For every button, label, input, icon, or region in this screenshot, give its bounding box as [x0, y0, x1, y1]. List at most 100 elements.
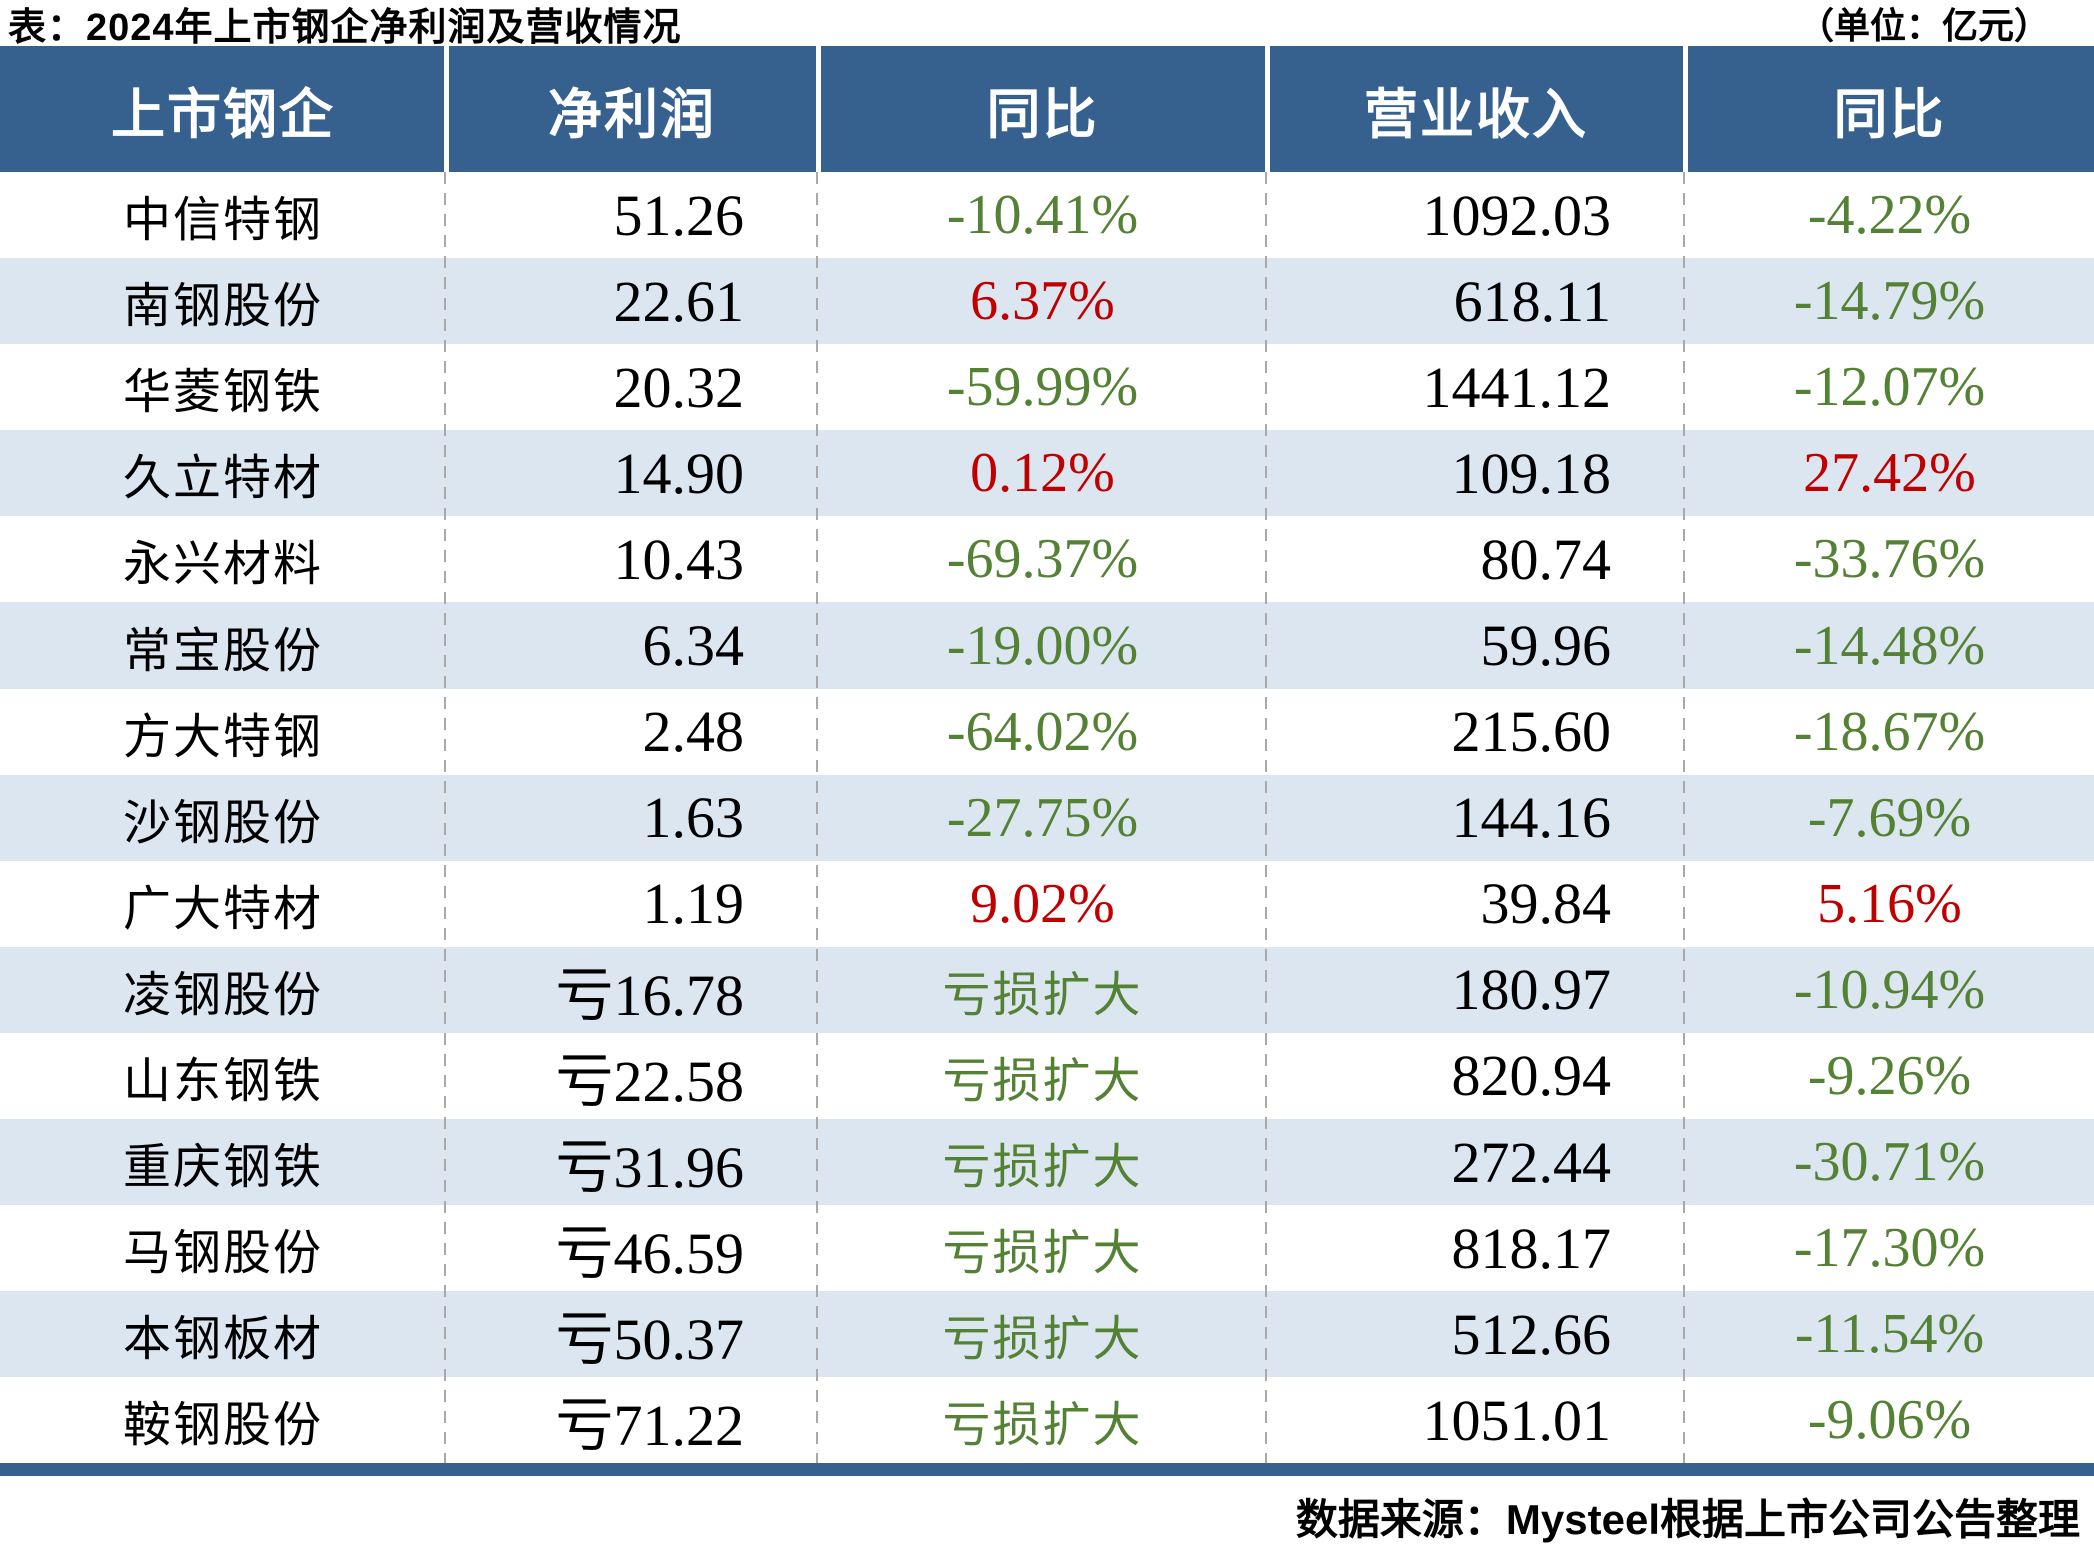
net-profit-cell: 6.34: [642, 613, 745, 679]
header-column-separator: [444, 46, 449, 172]
unit-note: （单位：亿元）: [1797, 5, 2050, 46]
revenue-yoy-cell: 5.16%: [1817, 872, 1962, 935]
company-name-cell: 本钢板材: [122, 1313, 323, 1367]
revenue-yoy-cell: -9.26%: [1807, 1044, 1972, 1107]
profit-yoy-cell: -64.02%: [946, 700, 1139, 763]
company-name-cell: 广大特材: [122, 882, 323, 936]
column-separator: [1683, 172, 1685, 1464]
net-profit-cell: 2.48: [642, 699, 745, 765]
table-row: 凌钢股份 亏16.78 亏损扩大 180.97 -10.94%: [0, 946, 2094, 1033]
profit-yoy-cell: -69.37%: [946, 528, 1139, 591]
revenue-cell: 59.96: [1480, 613, 1612, 679]
profit-yoy-cell: 亏损扩大: [942, 1054, 1143, 1108]
revenue-cell: 39.84: [1480, 871, 1612, 937]
table-row: 久立特材 14.90 0.12% 109.18 27.42%: [0, 430, 2094, 517]
revenue-cell: 820.94: [1451, 1043, 1612, 1109]
revenue-yoy-cell: -7.69%: [1807, 786, 1972, 849]
revenue-yoy-cell: -30.71%: [1793, 1131, 1986, 1194]
profit-yoy-cell: 亏损扩大: [942, 1141, 1143, 1195]
revenue-yoy-cell: -10.94%: [1793, 958, 1986, 1021]
table-row: 永兴材料 10.43 -69.37% 80.74 -33.76%: [0, 516, 2094, 602]
profit-yoy-cell: 亏损扩大: [942, 1399, 1143, 1453]
net-profit-cell: 亏46.59: [555, 1221, 744, 1287]
net-profit-cell: 亏31.96: [555, 1135, 744, 1201]
revenue-yoy-cell: -14.79%: [1793, 270, 1986, 333]
revenue-cell: 272.44: [1451, 1129, 1612, 1195]
net-profit-cell: 亏71.22: [555, 1393, 744, 1459]
column-header: 同比: [986, 84, 1099, 145]
company-name-cell: 方大特钢: [122, 710, 323, 764]
revenue-cell: 1441.12: [1422, 354, 1612, 420]
revenue-cell: 109.18: [1451, 440, 1612, 506]
net-profit-cell: 22.61: [613, 268, 745, 334]
company-name-cell: 鞍钢股份: [122, 1399, 323, 1453]
company-name-cell: 凌钢股份: [122, 968, 323, 1022]
revenue-yoy-cell: 27.42%: [1803, 442, 1976, 505]
revenue-yoy-cell: -11.54%: [1794, 1303, 1985, 1366]
table-row: 中信特钢 51.26 -10.41% 1092.03 -4.22%: [0, 172, 2094, 258]
column-separator: [1265, 172, 1267, 1464]
header-column-separator: [816, 46, 821, 172]
profit-yoy-cell: 9.02%: [970, 872, 1115, 935]
revenue-yoy-cell: -33.76%: [1793, 528, 1986, 591]
table-row: 本钢板材 亏50.37 亏损扩大 512.66 -11.54%: [0, 1291, 2094, 1378]
revenue-cell: 215.60: [1451, 699, 1612, 765]
profit-yoy-cell: -27.75%: [946, 786, 1139, 849]
column-header: 同比: [1833, 84, 1946, 145]
column-separator: [816, 172, 818, 1464]
revenue-cell: 1051.01: [1422, 1387, 1612, 1453]
table-row: 华菱钢铁 20.32 -59.99% 1441.12 -12.07%: [0, 344, 2094, 430]
company-name-cell: 永兴材料: [122, 538, 323, 592]
company-name-cell: 久立特材: [122, 452, 323, 506]
profit-yoy-cell: 亏损扩大: [942, 968, 1143, 1022]
revenue-cell: 512.66: [1451, 1301, 1612, 1367]
revenue-yoy-cell: -12.07%: [1793, 356, 1986, 419]
net-profit-cell: 亏22.58: [555, 1048, 744, 1114]
table-row: 广大特材 1.19 9.02% 39.84 5.16%: [0, 861, 2094, 947]
table-header-row: 上市钢企 净利润 同比 营业收入 同比: [0, 46, 2094, 172]
revenue-cell: 618.11: [1453, 268, 1611, 334]
top-strip: 表：2024年上市钢企净利润及营收情况 （单位：亿元）: [0, 0, 2094, 49]
column-separator: [444, 172, 446, 1464]
table-row: 常宝股份 6.34 -19.00% 59.96 -14.48%: [0, 602, 2094, 689]
page-title: 表：2024年上市钢企净利润及营收情况: [8, 6, 682, 49]
table-row: 沙钢股份 1.63 -27.75% 144.16 -7.69%: [0, 774, 2094, 861]
company-name-cell: 重庆钢铁: [122, 1141, 323, 1195]
steel-companies-table: 上市钢企 净利润 同比 营业收入 同比 中信特钢 51.26 -10.41% 1092.03 -…: [0, 46, 2094, 1464]
header-column-separator: [1683, 46, 1688, 172]
revenue-cell: 180.97: [1451, 957, 1612, 1023]
net-profit-cell: 亏50.37: [555, 1307, 744, 1373]
revenue-yoy-cell: -9.06%: [1807, 1389, 1972, 1452]
revenue-yoy-cell: -18.67%: [1793, 700, 1986, 763]
profit-yoy-cell: -10.41%: [946, 184, 1139, 247]
net-profit-cell: 20.32: [613, 354, 745, 420]
revenue-cell: 1092.03: [1422, 182, 1612, 248]
net-profit-cell: 1.19: [642, 871, 745, 937]
table-row: 重庆钢铁 亏31.96 亏损扩大 272.44 -30.71%: [0, 1119, 2094, 1206]
net-profit-cell: 14.90: [613, 440, 745, 506]
company-name-cell: 南钢股份: [122, 280, 323, 334]
table-row: 鞍钢股份 亏71.22 亏损扩大 1051.01 -9.06%: [0, 1377, 2094, 1463]
accent-bar: [0, 1463, 2094, 1477]
table-row: 山东钢铁 亏22.58 亏损扩大 820.94 -9.26%: [0, 1033, 2094, 1119]
revenue-cell: 144.16: [1451, 785, 1612, 851]
profit-yoy-cell: 0.12%: [970, 442, 1115, 505]
revenue-yoy-cell: -4.22%: [1807, 184, 1972, 247]
data-source-note: 数据来源：Mysteel根据上市公司公告整理: [1295, 1496, 2080, 1544]
table-body: 中信特钢 51.26 -10.41% 1092.03 -4.22% 南钢股份 22.61 6.…: [0, 172, 2094, 1464]
company-name-cell: 常宝股份: [122, 624, 323, 678]
company-name-cell: 马钢股份: [122, 1227, 323, 1281]
table-row: 南钢股份 22.61 6.37% 618.11 -14.79%: [0, 258, 2094, 345]
table-row: 马钢股份 亏46.59 亏损扩大 818.17 -17.30%: [0, 1205, 2094, 1291]
table-row: 方大特钢 2.48 -64.02% 215.60 -18.67%: [0, 689, 2094, 775]
company-name-cell: 华菱钢铁: [122, 366, 323, 420]
profit-yoy-cell: -19.00%: [946, 614, 1139, 677]
revenue-cell: 80.74: [1480, 526, 1612, 592]
net-profit-cell: 1.63: [642, 785, 745, 851]
profit-yoy-cell: 6.37%: [970, 270, 1115, 333]
column-header: 净利润: [548, 84, 716, 145]
company-name-cell: 沙钢股份: [122, 796, 323, 850]
company-name-cell: 中信特钢: [122, 194, 323, 248]
profit-yoy-cell: -59.99%: [946, 356, 1139, 419]
profit-yoy-cell: 亏损扩大: [942, 1313, 1143, 1367]
